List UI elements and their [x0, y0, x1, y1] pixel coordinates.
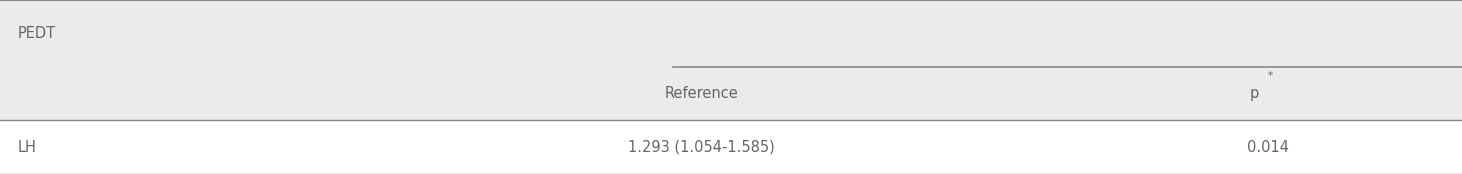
Text: LH: LH — [18, 140, 37, 155]
Text: 1.293 (1.054-1.585): 1.293 (1.054-1.585) — [629, 140, 775, 155]
Bar — [0, 120, 1462, 174]
Text: PEDT: PEDT — [18, 26, 56, 41]
Text: 0.014: 0.014 — [1247, 140, 1288, 155]
Text: p: p — [1250, 86, 1259, 101]
Text: Reference: Reference — [665, 86, 738, 101]
Text: *: * — [1268, 71, 1273, 81]
